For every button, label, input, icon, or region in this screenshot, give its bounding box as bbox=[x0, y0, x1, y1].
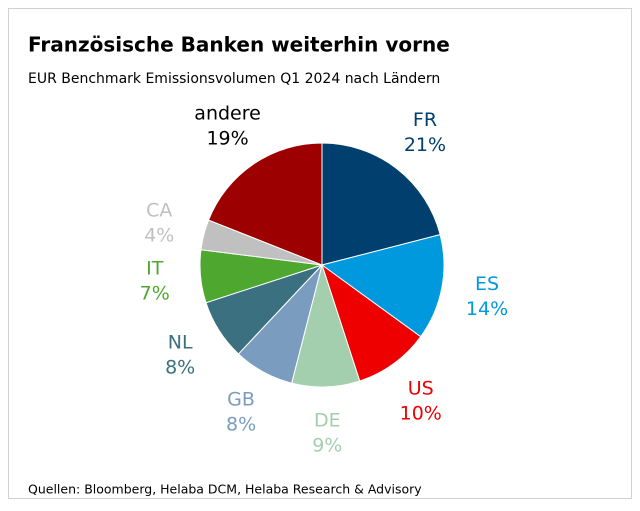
slice-value-label: 19% bbox=[206, 128, 248, 150]
slice-category-label: NL bbox=[168, 332, 193, 354]
pie-slice bbox=[320, 234, 445, 338]
slice-value-label: 21% bbox=[404, 134, 446, 156]
slice-value-label: 4% bbox=[144, 225, 174, 247]
slice-category-label: IT bbox=[146, 257, 164, 279]
slice-value-label: 9% bbox=[312, 434, 342, 456]
pie-slice bbox=[321, 263, 422, 382]
slice-category-label: GB bbox=[227, 389, 255, 411]
slice-category-label: ES bbox=[475, 273, 499, 295]
pie-slice bbox=[207, 142, 323, 266]
pie-slice bbox=[321, 142, 441, 266]
slice-value-label: 8% bbox=[165, 357, 195, 379]
slice-value-label: 14% bbox=[466, 298, 508, 320]
slice-value-label: 8% bbox=[226, 414, 256, 436]
slice-category-label: US bbox=[408, 377, 434, 399]
chart-title: Französische Banken weiterhin vorne bbox=[28, 33, 450, 57]
slice-value-label: 7% bbox=[140, 282, 170, 304]
slice-category-label: andere bbox=[194, 103, 261, 125]
slice-value-label: 10% bbox=[400, 402, 442, 424]
slice-category-label: DE bbox=[314, 409, 341, 431]
slice-category-label: CA bbox=[146, 200, 172, 222]
chart-subtitle: EUR Benchmark Emissionsvolumen Q1 2024 n… bbox=[28, 71, 440, 87]
slice-category-label: FR bbox=[413, 109, 437, 131]
source-note: Quellen: Bloomberg, Helaba DCM, Helaba R… bbox=[28, 482, 422, 497]
